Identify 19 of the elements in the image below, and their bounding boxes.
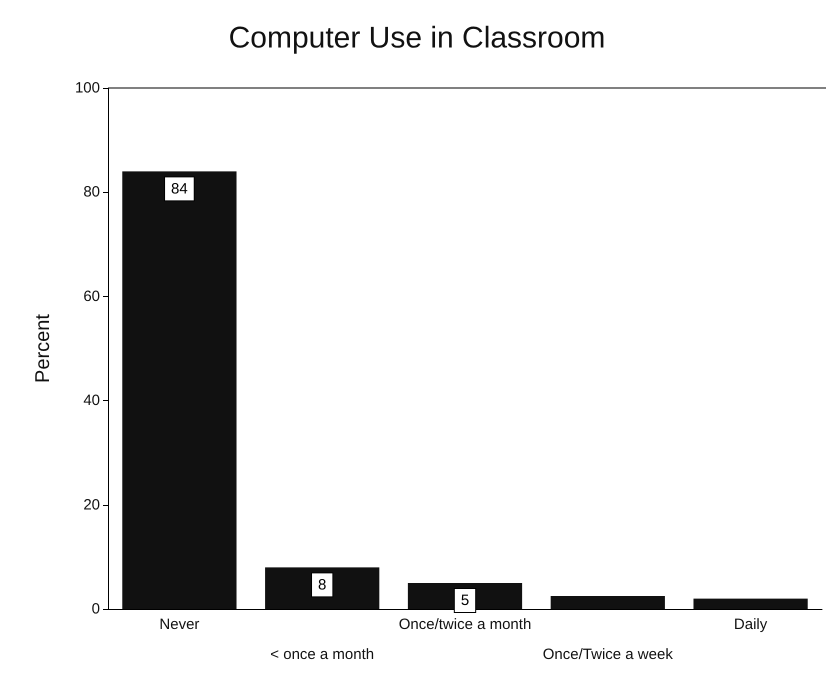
y-tick-label: 100 (74, 80, 100, 96)
y-tick-label: 40 (83, 392, 100, 410)
bar (693, 598, 808, 609)
data-label: 8 (318, 576, 326, 594)
x-tick-label: Daily (734, 616, 768, 633)
x-tick-label: Once/twice a month (398, 616, 532, 633)
y-tick-label: 0 (92, 600, 100, 618)
bar (550, 596, 665, 609)
y-axis-title: Percent (32, 314, 54, 383)
data-label: 84 (171, 180, 188, 198)
bar (122, 171, 237, 609)
y-tick-label: 20 (83, 496, 100, 514)
y-tick-label: 60 (83, 288, 100, 305)
x-tick-label: Once/Twice a week (542, 646, 674, 663)
data-label: 5 (460, 592, 470, 609)
chart-title: Computer Use in Classroom (228, 22, 606, 54)
x-tick-label: Never (159, 616, 200, 633)
y-tick-label: 80 (83, 184, 100, 201)
x-tick-label: < once a month (270, 646, 374, 663)
